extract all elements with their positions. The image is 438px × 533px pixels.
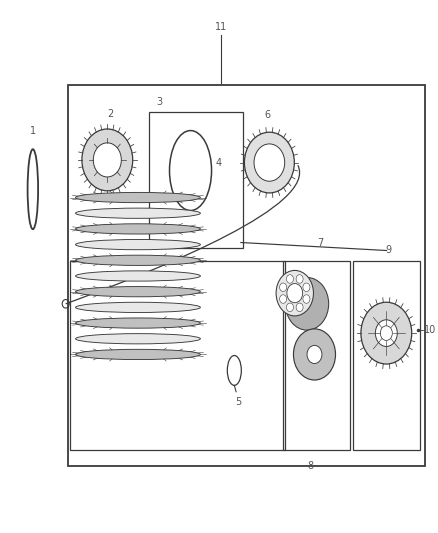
Ellipse shape xyxy=(76,302,200,312)
Circle shape xyxy=(375,320,397,346)
Ellipse shape xyxy=(76,255,200,265)
Circle shape xyxy=(286,303,293,312)
Ellipse shape xyxy=(76,271,200,281)
Text: 10: 10 xyxy=(424,326,436,335)
Text: 5: 5 xyxy=(236,397,242,407)
Circle shape xyxy=(286,274,293,283)
Circle shape xyxy=(380,326,392,341)
Circle shape xyxy=(279,295,286,303)
Circle shape xyxy=(286,278,328,330)
Circle shape xyxy=(303,283,310,292)
Ellipse shape xyxy=(76,334,200,344)
Circle shape xyxy=(244,132,294,193)
Circle shape xyxy=(296,274,303,283)
Bar xyxy=(70,261,285,450)
Circle shape xyxy=(276,270,314,316)
Circle shape xyxy=(82,129,133,191)
Circle shape xyxy=(303,295,310,303)
Circle shape xyxy=(361,302,412,364)
Bar xyxy=(283,261,350,450)
Circle shape xyxy=(296,303,303,312)
Bar xyxy=(68,85,425,466)
Text: 1: 1 xyxy=(30,126,36,136)
Text: 6: 6 xyxy=(264,110,270,120)
Ellipse shape xyxy=(76,224,200,234)
Ellipse shape xyxy=(76,239,200,250)
Ellipse shape xyxy=(76,287,200,297)
Text: 7: 7 xyxy=(318,238,324,248)
Circle shape xyxy=(93,143,121,177)
Circle shape xyxy=(279,283,286,292)
Circle shape xyxy=(307,345,322,364)
Bar xyxy=(353,261,420,450)
Text: 4: 4 xyxy=(216,158,222,167)
Text: 2: 2 xyxy=(108,109,114,119)
Ellipse shape xyxy=(76,192,200,203)
Circle shape xyxy=(293,329,336,380)
Text: 9: 9 xyxy=(385,245,392,255)
Circle shape xyxy=(287,284,303,303)
Text: 8: 8 xyxy=(307,461,313,471)
Ellipse shape xyxy=(76,318,200,328)
Bar xyxy=(149,112,243,248)
Ellipse shape xyxy=(76,208,200,219)
Ellipse shape xyxy=(76,349,200,360)
Text: 11: 11 xyxy=(215,22,227,32)
Circle shape xyxy=(254,144,285,181)
Text: 3: 3 xyxy=(157,96,163,107)
